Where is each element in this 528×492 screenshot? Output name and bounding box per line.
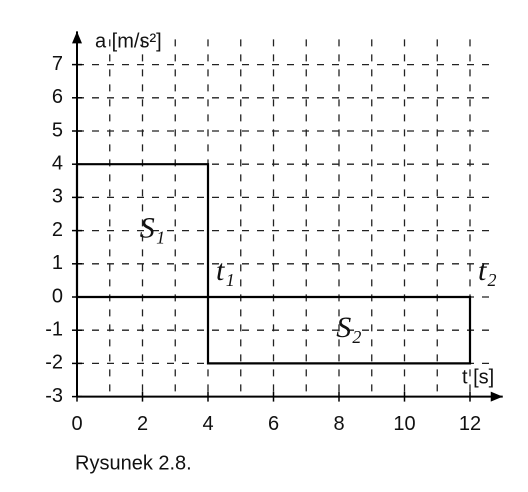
y-tick-label: 0 <box>52 285 63 307</box>
area <box>206 295 472 365</box>
y-tick-label: -1 <box>45 318 63 340</box>
x-axis-arrow <box>490 391 503 402</box>
annotation: t₂ <box>478 254 497 287</box>
y-tick-label: 7 <box>52 53 63 75</box>
x-axis-label: t [s] <box>462 366 494 388</box>
series-label: S₂ <box>336 311 361 344</box>
annotation: t₁ <box>216 254 235 287</box>
x-tick-label: 12 <box>459 413 481 435</box>
x-tick-label: 4 <box>202 413 213 435</box>
y-tick-label: 1 <box>52 252 63 274</box>
x-tick-label: 6 <box>268 413 279 435</box>
y-tick-label: 2 <box>52 219 63 241</box>
caption: Rysunek 2.8. <box>75 452 192 474</box>
series-label: S₁ <box>140 211 165 244</box>
x-tick-label: 8 <box>333 413 344 435</box>
y-tick-label: 6 <box>52 86 63 108</box>
x-tick-label: 0 <box>71 413 82 435</box>
y-tick-label: -2 <box>45 352 63 374</box>
x-tick-label: 2 <box>137 413 148 435</box>
area <box>75 163 210 299</box>
y-tick-label: 5 <box>52 119 63 141</box>
x-tick-label: 10 <box>393 413 415 435</box>
y-axis-label: a [m/s²] <box>95 30 162 52</box>
y-tick-label: 3 <box>52 186 63 208</box>
y-tick-label: -3 <box>45 385 63 407</box>
y-axis-arrow <box>72 31 82 44</box>
y-tick-label: 4 <box>52 152 63 174</box>
